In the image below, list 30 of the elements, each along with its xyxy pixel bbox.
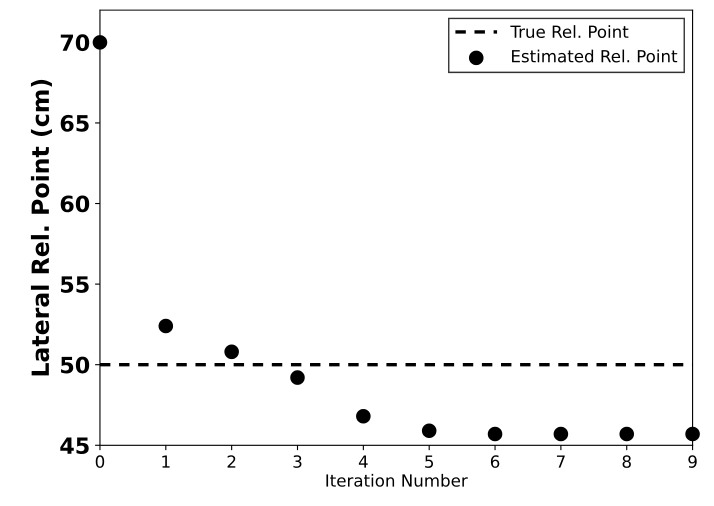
- x-tick-label: 6: [490, 455, 500, 468]
- y-tick-label: 50: [61, 356, 90, 374]
- point: [356, 408, 371, 424]
- y-tick-label: 60: [60, 195, 90, 212]
- point: [224, 344, 239, 360]
- x-tick-label: 4: [358, 456, 368, 468]
- y-tick-label: 55: [61, 276, 89, 293]
- point: [685, 426, 700, 442]
- x-axis-title: Iteration Number: [326, 474, 468, 487]
- x-tick-label: 5: [425, 456, 434, 468]
- point: [158, 318, 174, 334]
- point: [422, 423, 436, 438]
- x-tick-label: 9: [688, 455, 697, 468]
- x-tick-label: 8: [622, 455, 631, 468]
- point: [290, 370, 305, 385]
- point: [488, 426, 502, 442]
- x-tick-label: 0: [96, 455, 104, 468]
- point: [92, 35, 108, 50]
- y-tick-label: 65: [60, 114, 89, 132]
- point: [619, 426, 634, 442]
- y-axis-title: Lateral Rel. Point (cm): [30, 80, 52, 376]
- y-tick-label: 45: [60, 438, 89, 454]
- x-tick-label: 2: [228, 455, 236, 468]
- point: [554, 426, 568, 442]
- y-tick-label: 70: [60, 34, 90, 52]
- legend-label: Estimated Rel. Point: [512, 50, 678, 62]
- legend-label: True Rel. Point: [510, 25, 628, 38]
- x-tick-label: 3: [293, 455, 302, 468]
- x-tick-label: 7: [556, 456, 565, 468]
- x-tick-label: 1: [162, 456, 170, 468]
